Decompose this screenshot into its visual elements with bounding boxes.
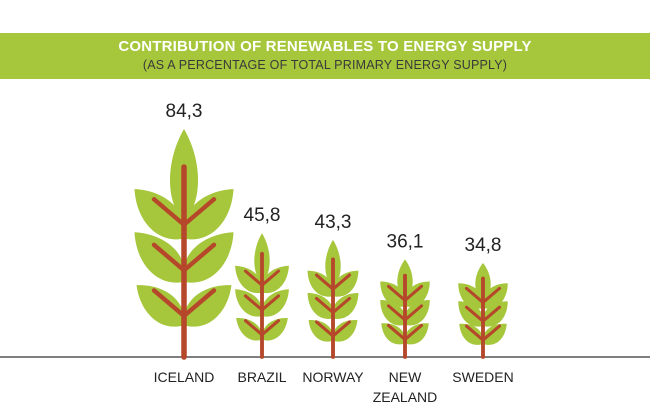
tree-branch	[331, 320, 352, 338]
tree-leaf	[332, 292, 359, 319]
tree-leaf	[380, 281, 406, 307]
tree-2	[307, 239, 359, 359]
tree-branch	[464, 305, 485, 323]
tree-leaf	[235, 289, 263, 317]
value-label: 34,8	[465, 235, 502, 256]
tree-leaf	[482, 323, 507, 345]
category-label-line: BRAZIL	[237, 369, 286, 385]
chart-title: CONTRIBUTION OF RENEWABLES TO ENERGY SUP…	[118, 38, 532, 55]
tree-branch	[151, 197, 187, 227]
tree-leaf	[183, 232, 234, 283]
tree-branch	[464, 324, 485, 342]
tree-branch	[386, 304, 407, 322]
tree-1	[235, 233, 289, 359]
tree-leaf	[332, 320, 358, 342]
value-label: 45,8	[244, 205, 281, 226]
tree-marks: 84,3 ICELAND 45,8 BRAZIL 43,3 NORWAY 36,1 NEW ZE…	[134, 101, 514, 405]
tree-leaf	[134, 188, 185, 240]
value-label: 36,1	[387, 231, 424, 252]
tree-branch	[403, 304, 424, 322]
tree-branch	[260, 319, 281, 337]
tree-branch	[243, 269, 264, 287]
tree-leaf	[404, 300, 430, 326]
tree-leaf	[381, 323, 406, 345]
tree-leaf	[482, 301, 508, 327]
tree-branch	[181, 288, 217, 319]
tree-4	[458, 262, 508, 359]
tree-leaf	[236, 318, 263, 341]
tree-leaf	[380, 300, 406, 326]
tree-branch	[260, 294, 281, 312]
category-label-line: SWEDEN	[452, 369, 513, 385]
tree-0	[134, 129, 234, 360]
tree-leaf	[261, 289, 289, 317]
category-label-line: ZEALAND	[373, 389, 438, 405]
tree-leaf	[183, 188, 234, 240]
tree-branch	[151, 242, 187, 273]
tree-leaf	[307, 292, 334, 319]
category-label: SWEDEN	[452, 369, 513, 385]
tree-branch	[243, 294, 264, 312]
tree-leaf	[308, 320, 334, 342]
tree-branch	[331, 273, 352, 291]
tree-leaf	[235, 265, 263, 294]
value-label: 84,3	[166, 101, 203, 122]
tree-branch	[314, 296, 335, 315]
tree-leaf	[183, 285, 232, 327]
tree-branch	[481, 286, 502, 304]
category-label: ICELAND	[154, 369, 215, 385]
tree-leaf	[261, 265, 289, 294]
tree-branch	[314, 320, 335, 338]
tree-branch	[386, 284, 407, 302]
tree-branch	[243, 319, 264, 337]
tree-branch	[314, 273, 335, 291]
tree-leaf	[136, 285, 185, 327]
category-label-line: ICELAND	[154, 369, 215, 385]
tree-branch	[331, 296, 352, 315]
category-label: NEW ZEALAND	[373, 369, 438, 405]
title-banner: CONTRIBUTION OF RENEWABLES TO ENERGY SUP…	[0, 33, 650, 79]
value-label: 43,3	[315, 212, 352, 233]
tree-branch	[260, 269, 281, 287]
tree-leaf	[134, 232, 185, 283]
tree-leaf	[404, 281, 430, 307]
tree-branch	[481, 305, 502, 323]
tree-branch	[481, 324, 502, 342]
tree-leaf	[459, 323, 484, 345]
category-label-line: NEW	[389, 369, 422, 385]
tree-branch	[181, 197, 217, 227]
tree-leaf	[332, 270, 359, 297]
tree-leaf	[458, 301, 484, 327]
tree-3	[380, 259, 430, 359]
tree-branch	[403, 323, 424, 341]
category-label: BRAZIL	[237, 369, 286, 385]
category-label-line: NORWAY	[302, 369, 364, 385]
tree-branch	[386, 323, 407, 341]
tree-leaf	[307, 270, 334, 297]
tree-branch	[181, 242, 217, 273]
category-label: NORWAY	[302, 369, 364, 385]
tree-branch	[403, 284, 424, 302]
tree-branch	[464, 286, 485, 304]
tree-branch	[151, 288, 187, 319]
tree-leaf	[261, 318, 288, 341]
tree-leaf	[404, 323, 429, 345]
chart-subtitle: (AS A PERCENTAGE OF TOTAL PRIMARY ENERGY…	[142, 58, 508, 72]
